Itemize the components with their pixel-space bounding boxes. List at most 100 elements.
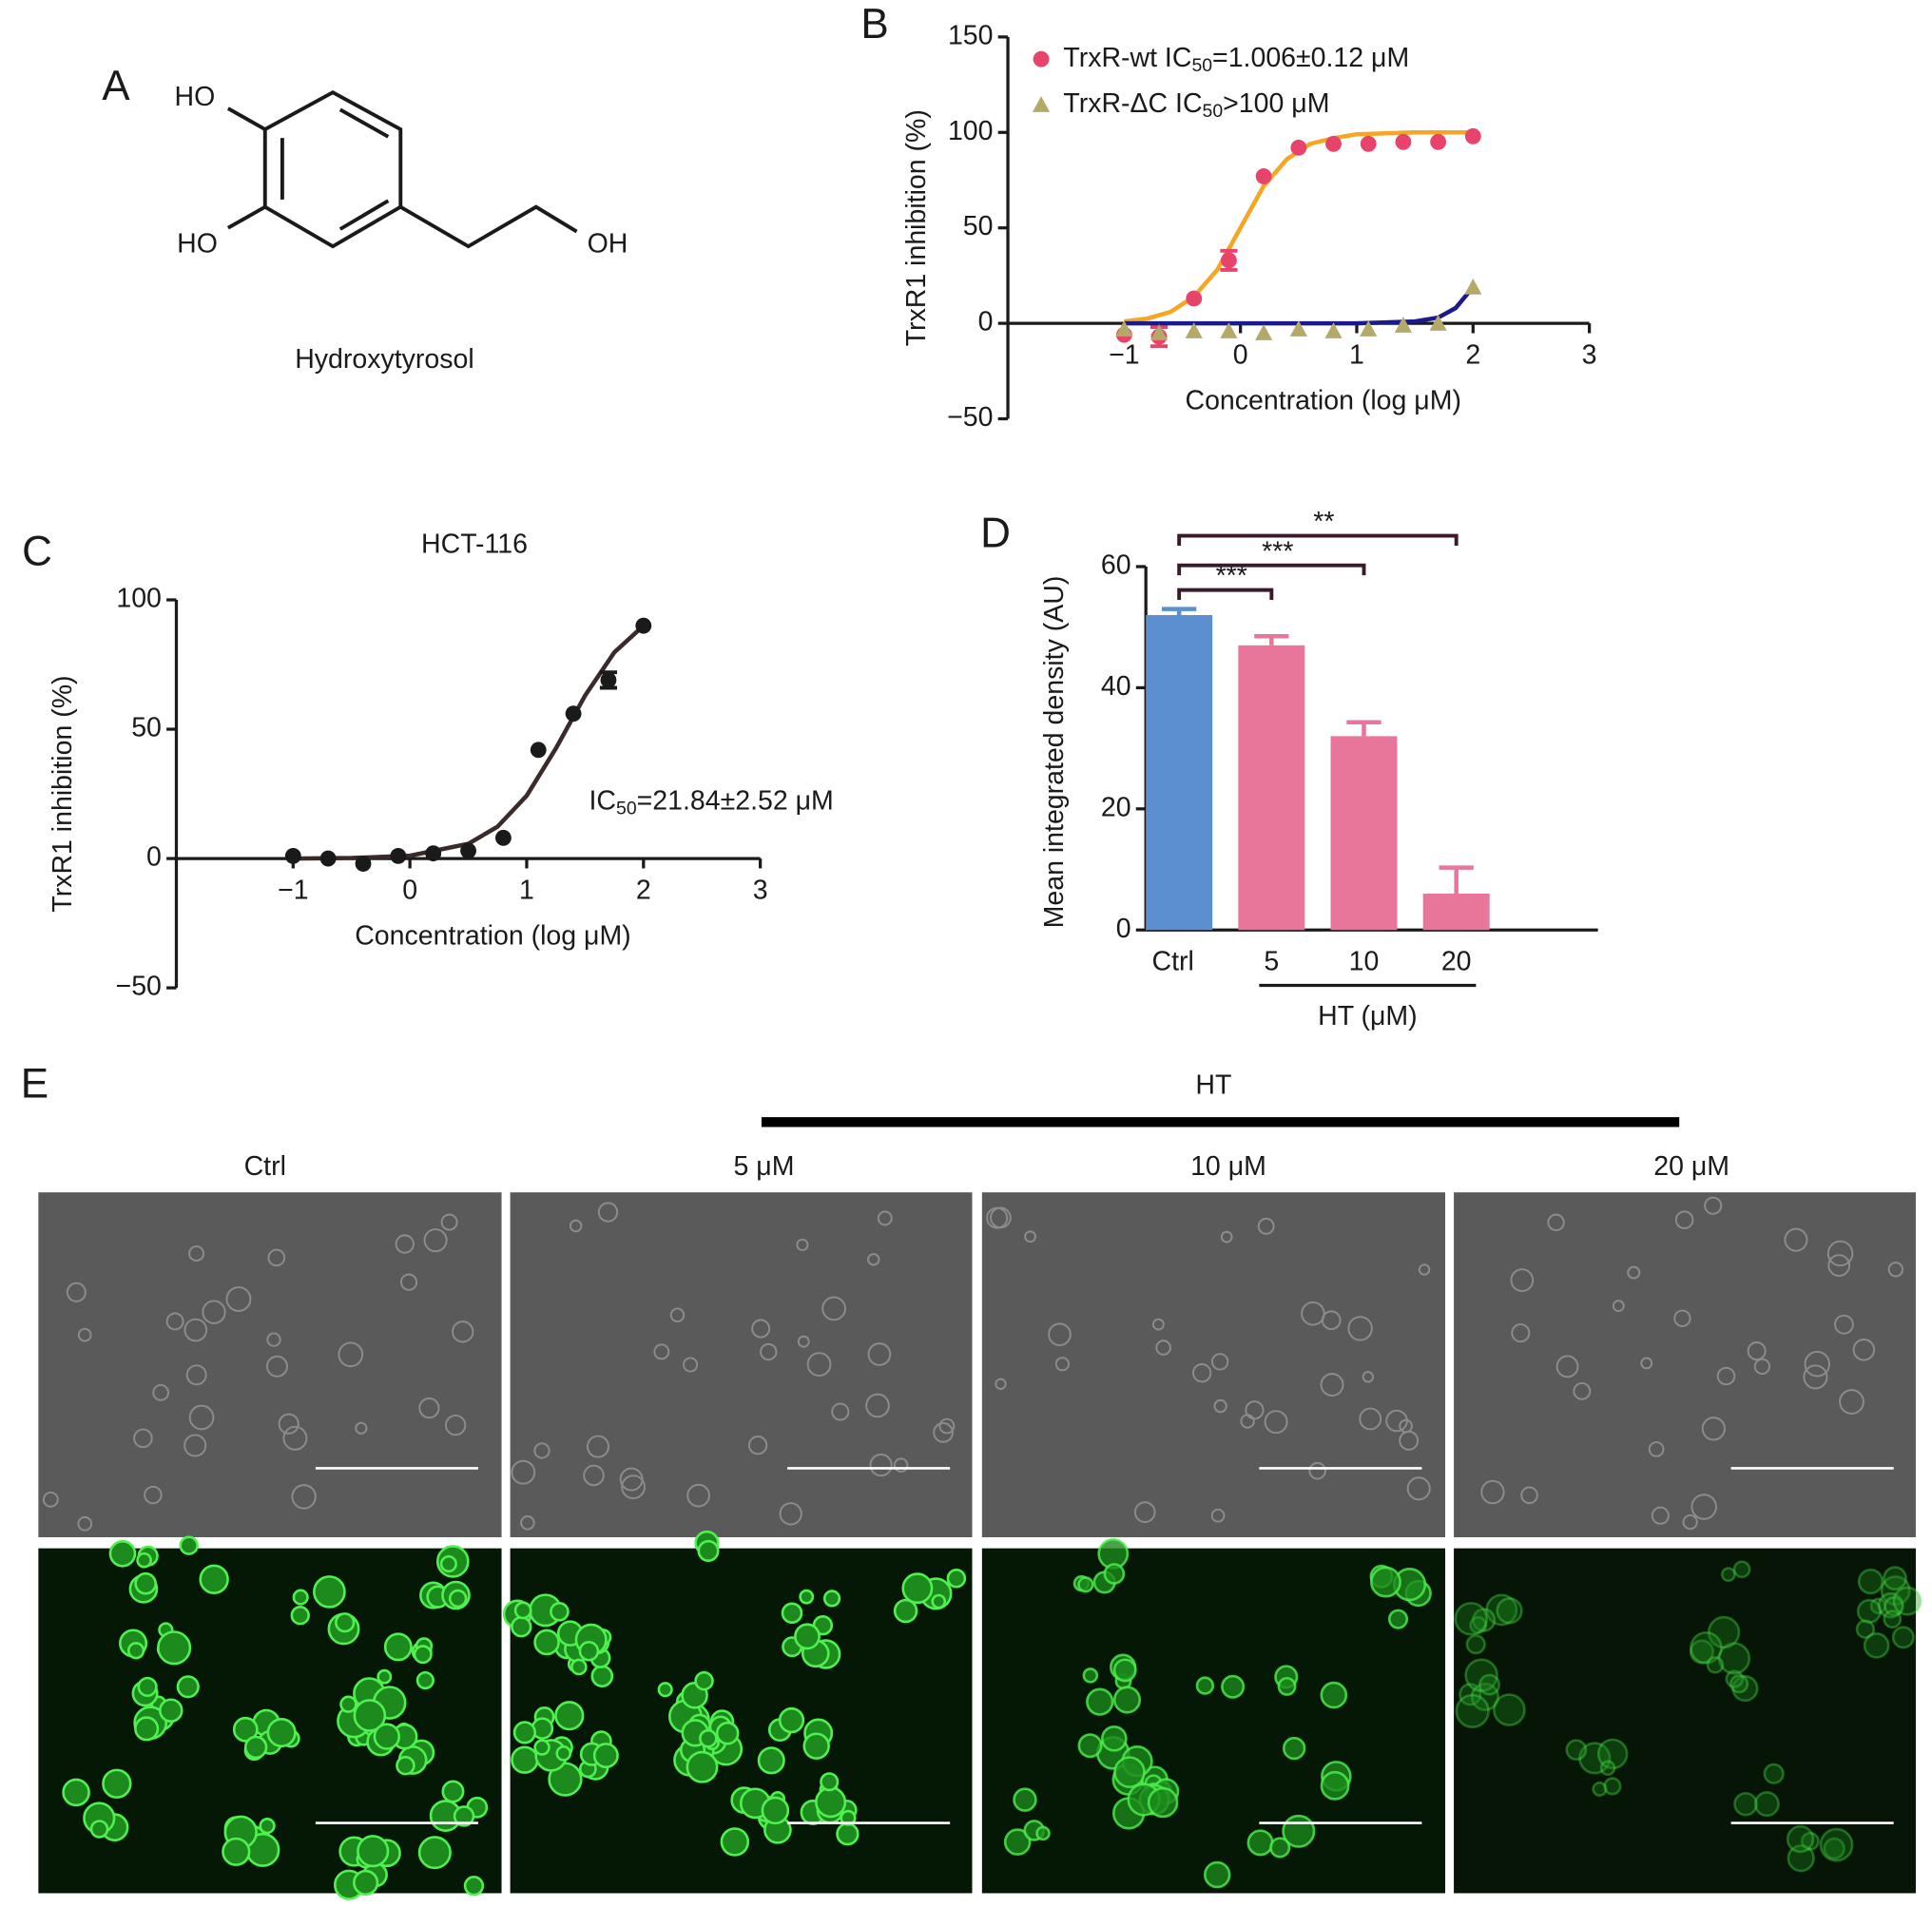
fluorescent-cell — [1787, 1844, 1815, 1873]
fluorescent-cell — [157, 1630, 192, 1666]
fluorescent-cell — [1112, 1686, 1142, 1714]
cell — [1834, 1314, 1854, 1335]
fluorescent-cell — [578, 1640, 600, 1662]
x-tick-label: Ctrl — [1152, 947, 1194, 977]
fluorescent-cell — [441, 1780, 465, 1803]
cell — [1648, 1441, 1665, 1457]
fluorescent-cell — [1246, 1829, 1274, 1857]
double-bond — [338, 107, 390, 139]
cell — [1640, 1357, 1653, 1370]
significance-bracket — [1177, 533, 1459, 546]
cell — [444, 1414, 467, 1436]
annotation: IC50=21.84±2.52 μM — [589, 785, 834, 819]
significance-label: ** — [1313, 507, 1334, 537]
cell — [806, 1352, 832, 1377]
column-label: 10 μM — [1190, 1151, 1266, 1182]
cell — [1210, 1508, 1226, 1523]
cell — [77, 1515, 93, 1532]
fluorescent-cell — [781, 1602, 803, 1625]
cell — [440, 1213, 458, 1231]
cell — [1547, 1213, 1565, 1232]
fluorescent-cell — [463, 1876, 485, 1897]
cell — [1839, 1389, 1864, 1415]
bar — [1238, 645, 1305, 931]
bond — [226, 106, 266, 131]
cell — [1210, 1353, 1229, 1371]
fluorescent-cell — [554, 1701, 585, 1731]
cell — [747, 1436, 768, 1455]
cell — [1347, 1316, 1373, 1341]
fluorescent-cell — [836, 1821, 860, 1846]
fluorescent-cell — [1103, 1563, 1126, 1585]
fluorescent-cell — [1883, 1566, 1907, 1591]
cell — [779, 1502, 802, 1526]
cell — [1399, 1430, 1420, 1451]
cell — [338, 1341, 364, 1368]
cell — [751, 1319, 771, 1339]
fluorescent-cell — [1725, 1669, 1745, 1688]
cell — [583, 1464, 605, 1487]
cell — [569, 1219, 583, 1233]
fluorescent-cell — [1086, 1687, 1114, 1716]
cell — [1320, 1373, 1344, 1397]
brightfield-image — [38, 1192, 502, 1538]
cell — [653, 1343, 670, 1360]
x-axis-label: Concentration (log μM) — [1186, 386, 1461, 416]
marker — [530, 742, 547, 759]
cell — [225, 1286, 252, 1312]
marker — [1464, 127, 1481, 145]
fluorescent-cell — [1565, 1739, 1588, 1762]
fluorescent-cell — [292, 1589, 309, 1606]
fluorescent-cell — [715, 1721, 740, 1745]
cell — [1555, 1355, 1579, 1378]
cell — [1573, 1381, 1592, 1400]
fluorescent-cell — [1269, 1837, 1291, 1859]
bond — [226, 204, 266, 230]
fluorescent-cell — [1471, 1608, 1497, 1632]
x-tick-label: −1 — [278, 876, 308, 906]
fluorescent-cell — [134, 1571, 157, 1595]
fluorescent-cell — [1320, 1681, 1348, 1709]
fluorescent-cell — [1578, 1742, 1612, 1775]
marker — [1186, 290, 1203, 307]
cell — [821, 1296, 846, 1321]
marker — [425, 845, 442, 862]
y-tick-label: 100 — [116, 584, 162, 614]
cell — [1716, 1366, 1736, 1386]
fluorescent-cell — [439, 1554, 457, 1573]
fluorescent-cell — [1855, 1619, 1876, 1639]
cell — [1804, 1350, 1830, 1378]
fluorescent-cell — [259, 1818, 276, 1835]
fluorescent-cell — [694, 1670, 714, 1691]
cell — [796, 1238, 809, 1251]
cell — [1245, 1400, 1265, 1420]
y-tick-label: 150 — [948, 20, 994, 50]
cell — [686, 1483, 710, 1508]
marker — [1360, 135, 1377, 152]
fluorescent-cell — [512, 1721, 536, 1744]
fluorescent-cell — [179, 1535, 199, 1555]
fluorescent-cell — [1077, 1733, 1103, 1759]
marker — [1324, 322, 1343, 338]
fluorescent-cell — [778, 1706, 805, 1734]
cell — [621, 1474, 646, 1500]
cell — [395, 1234, 415, 1254]
marker — [1395, 133, 1412, 150]
y-tick-label: 50 — [963, 211, 994, 241]
fluorescent-cell — [1592, 1781, 1608, 1797]
fluorescent-cell — [1857, 1568, 1884, 1595]
fluorescent-cell — [1320, 1770, 1350, 1801]
benzene-ring — [262, 89, 403, 249]
fluorescent-cell — [137, 1676, 158, 1698]
column-label: Ctrl — [244, 1151, 286, 1182]
cell — [1151, 1318, 1165, 1331]
fluorescent-cell — [1203, 1860, 1231, 1889]
cell — [520, 1515, 535, 1531]
double-bond — [338, 199, 390, 231]
fluorescent-cell — [1082, 1667, 1099, 1684]
x-tick-label: 1 — [519, 876, 534, 906]
fluorescent-cell — [266, 1717, 297, 1748]
cell — [867, 1342, 892, 1366]
fluorescent-cell — [946, 1569, 967, 1589]
fluorescent-cell — [108, 1539, 137, 1568]
